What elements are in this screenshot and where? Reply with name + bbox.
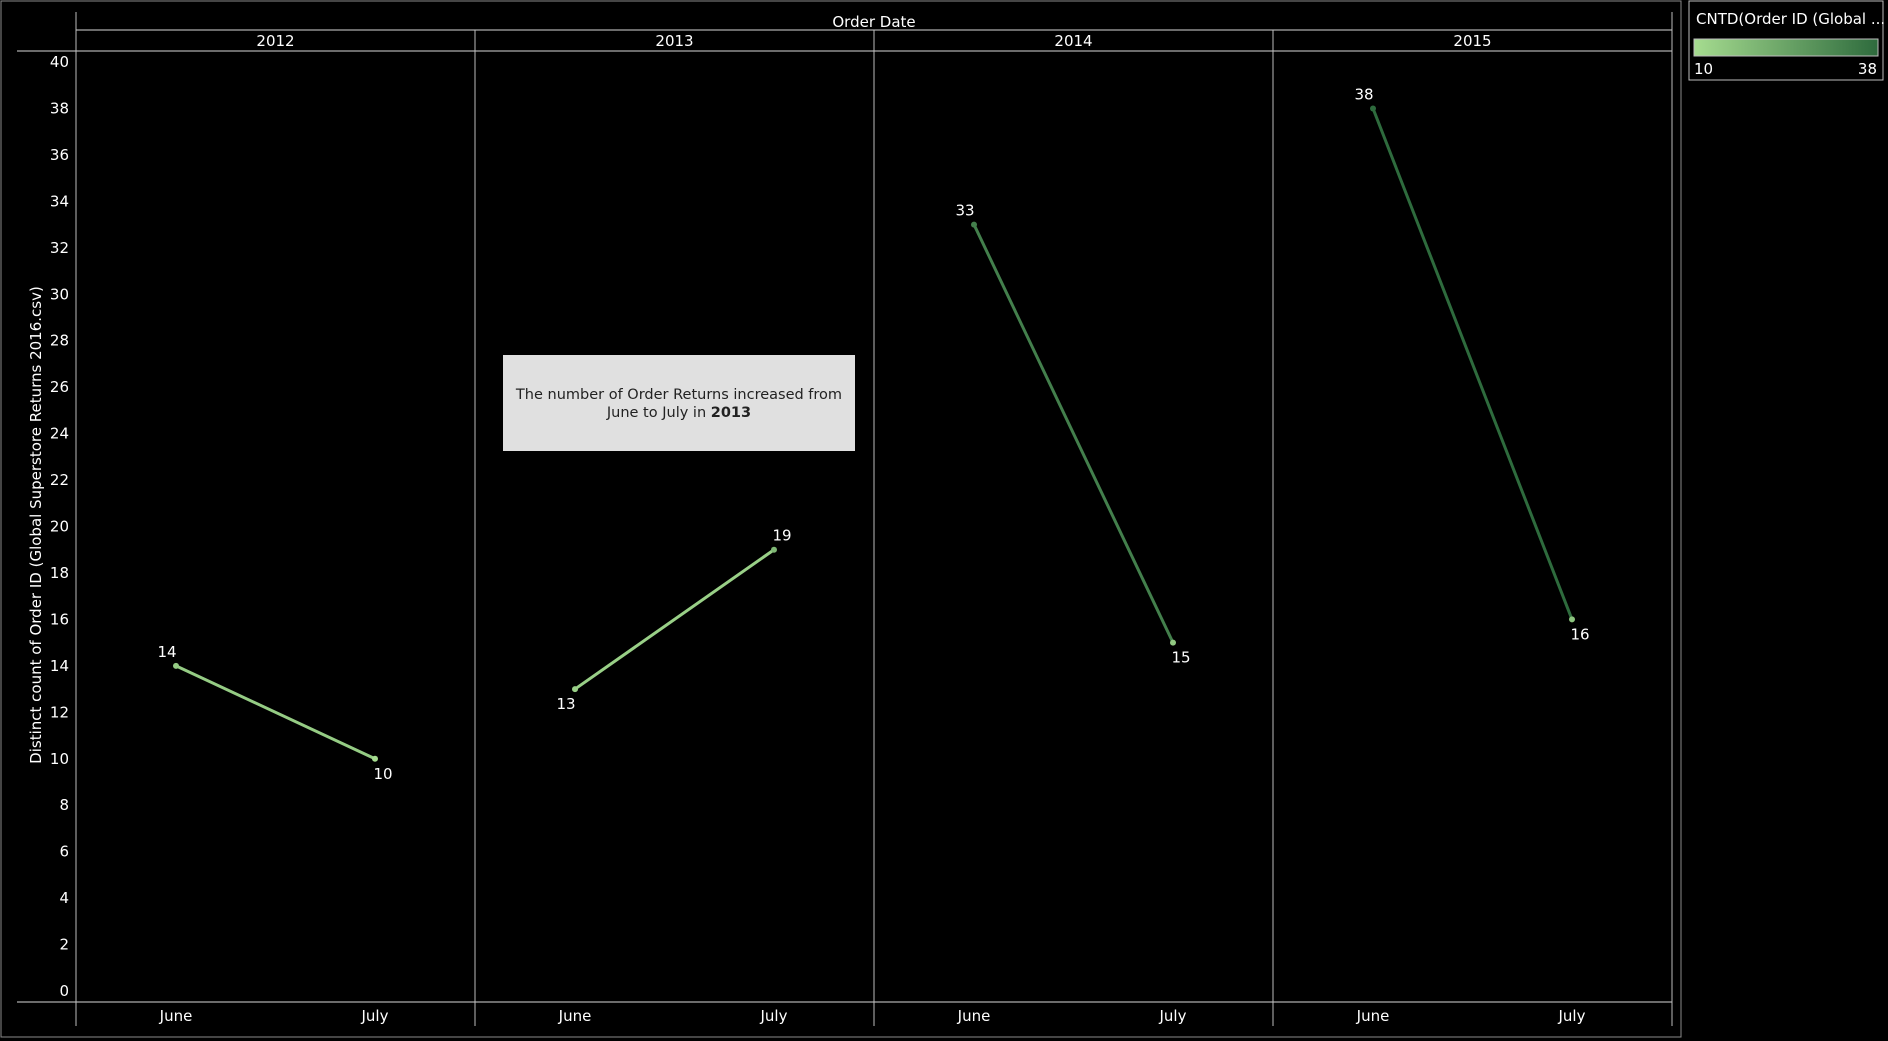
data-point[interactable] (572, 686, 578, 693)
annotation-line-2: June to July in 2013 (606, 405, 751, 421)
series-line (972, 223, 1175, 645)
y-tick-label: 24 (50, 425, 69, 443)
year-header-label: 2013 (655, 32, 693, 50)
series-line (1371, 106, 1574, 621)
color-legend-gradient (1693, 38, 1879, 57)
annotation-callout: The number of Order Returns increased fr… (503, 355, 855, 451)
y-tick-label: 2 (59, 936, 69, 954)
annotation-box (503, 355, 855, 451)
y-axis-title: Distinct count of Order ID (Global Super… (27, 286, 45, 764)
x-tick-label: June (1356, 1007, 1390, 1025)
data-point[interactable] (971, 221, 977, 228)
chart-panes: 2012 June July 14 10 2013 June July 13 19 2014 June… (75, 12, 1673, 1026)
annotation-year-bold: 2013 (711, 405, 751, 421)
x-tick-label: July (760, 1007, 788, 1025)
data-point[interactable] (1370, 105, 1376, 112)
y-tick-label: 8 (59, 796, 69, 814)
y-tick-label: 20 (50, 518, 69, 536)
pane-2013: 2013 June July 13 19 (474, 30, 792, 1026)
data-label: 13 (556, 695, 575, 713)
x-tick-label: June (558, 1007, 592, 1025)
y-tick-label: 10 (50, 750, 69, 768)
data-label: 14 (157, 643, 176, 661)
y-tick-label: 4 (59, 889, 69, 907)
y-tick-label: 40 (50, 53, 69, 71)
worksheet-frame (0, 0, 1682, 1038)
data-label: 15 (1171, 649, 1190, 667)
data-label: 19 (772, 527, 791, 545)
y-tick-label: 28 (50, 332, 69, 350)
column-header-title: Order Date (832, 13, 915, 31)
data-point[interactable] (1170, 639, 1176, 646)
series-line (573, 548, 776, 691)
y-tick-label: 36 (50, 146, 69, 164)
color-legend-min-label: 10 (1694, 60, 1713, 78)
year-header-label: 2012 (256, 32, 294, 50)
y-tick-label: 22 (50, 471, 69, 489)
y-tick-label: 6 (59, 843, 69, 861)
y-tick-label: 32 (50, 239, 69, 257)
data-label: 38 (1354, 85, 1373, 103)
year-header-label: 2015 (1453, 32, 1491, 50)
y-tick-label: 30 (50, 285, 69, 303)
y-tick-label: 34 (50, 192, 69, 210)
color-legend-max-label: 38 (1858, 60, 1877, 78)
annotation-line-2-prefix: June to July in (606, 405, 711, 421)
data-point[interactable] (372, 755, 378, 762)
data-label: 33 (955, 202, 974, 220)
data-label: 16 (1570, 625, 1589, 643)
y-tick-label: 12 (50, 703, 69, 721)
year-header-label: 2014 (1054, 32, 1092, 50)
y-tick-label: 14 (50, 657, 69, 675)
data-label: 10 (373, 765, 392, 783)
annotation-line-1: The number of Order Returns increased fr… (515, 387, 842, 403)
y-tick-label: 0 (59, 982, 69, 1000)
y-tick-label: 16 (50, 610, 69, 628)
data-point[interactable] (771, 546, 777, 553)
y-tick-label: 18 (50, 564, 69, 582)
color-legend-title: CNTD(Order ID (Global ... (1696, 10, 1885, 28)
series-line (174, 664, 377, 761)
y-tick-label: 26 (50, 378, 69, 396)
pane-2014: 2014 June July 33 15 (873, 30, 1191, 1026)
pane-2015: 2015 June July 38 16 (1272, 30, 1590, 1026)
x-tick-label: June (957, 1007, 991, 1025)
pane-2012: 2012 June July 14 10 (75, 12, 393, 1026)
x-tick-label: July (361, 1007, 389, 1025)
color-legend: CNTD(Order ID (Global ... 10 38 (1688, 0, 1885, 81)
x-tick-label: July (1558, 1007, 1586, 1025)
y-tick-label: 38 (50, 99, 69, 117)
data-point[interactable] (173, 662, 179, 669)
x-tick-label: July (1159, 1007, 1187, 1025)
data-point[interactable] (1569, 616, 1575, 623)
x-tick-label: June (159, 1007, 193, 1025)
